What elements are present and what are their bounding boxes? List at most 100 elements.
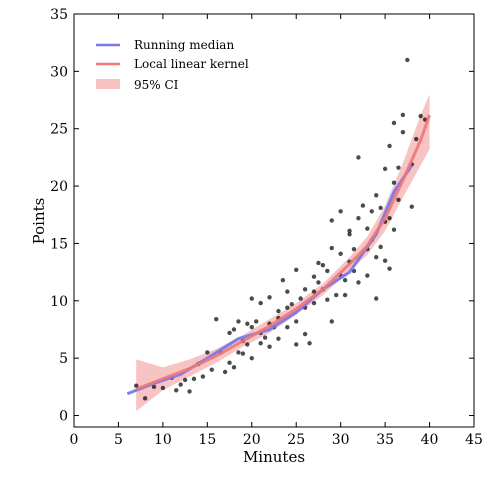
scatter-point (258, 341, 263, 346)
scatter-point (187, 389, 192, 394)
scatter-point (391, 227, 397, 232)
scatter-point (142, 396, 148, 401)
x-tick-label: 45 (465, 432, 483, 448)
scatter-point (209, 367, 214, 372)
scatter-point (134, 383, 139, 388)
scatter-point (320, 263, 326, 268)
scatter-point (329, 245, 334, 251)
scatter-point (294, 267, 299, 273)
x-tick-label: 25 (287, 432, 305, 448)
x-tick-label: 35 (376, 432, 394, 448)
plot-area (126, 57, 431, 411)
scatter-point (182, 377, 188, 383)
scatter-point (414, 136, 419, 142)
y-tick-label: 35 (50, 7, 68, 23)
scatter-point (391, 180, 397, 185)
kernel-fit-line (135, 114, 431, 391)
scatter-point (342, 277, 348, 283)
legend-label-kernel: Local linear kernel (134, 57, 249, 71)
scatter-point (356, 216, 361, 221)
axis-ticks: 0 5 10 15 20 25 30 35 40 45 0 5 10 15 20 25 30 35 (50, 7, 483, 448)
scatter-point (334, 292, 339, 298)
scatter-point (400, 129, 406, 135)
scatter-point (285, 324, 290, 330)
scatter-point (382, 258, 388, 263)
scatter-point (342, 292, 348, 298)
scatter-point (311, 274, 317, 279)
y-tick-label: 15 (50, 236, 68, 252)
y-tick-label: 30 (50, 64, 68, 80)
scatter-point (262, 335, 268, 340)
scatter-point (409, 204, 414, 209)
scatter-point (316, 280, 321, 285)
scatter-point (374, 193, 379, 198)
scatter-point (289, 302, 294, 307)
legend-swatch-ci (96, 79, 120, 89)
legend-label-ci: 95% CI (134, 78, 179, 92)
scatter-point (374, 255, 379, 260)
scatter-point (276, 308, 281, 314)
x-tick-label: 10 (154, 432, 172, 448)
x-tick-label: 15 (198, 432, 216, 448)
y-tick-label: 5 (59, 351, 68, 367)
scatter-point (191, 376, 197, 382)
scatter-point (307, 341, 312, 346)
scatter-point (240, 351, 246, 356)
scatter-point (214, 316, 219, 322)
scatter-point (418, 113, 423, 119)
scatter-point (298, 296, 303, 301)
y-tick-label: 20 (50, 179, 68, 195)
y-axis-title: Points (30, 198, 48, 245)
scatter-point (160, 385, 166, 391)
scatter-point (387, 266, 392, 271)
x-tick-label: 30 (332, 432, 350, 448)
scatter-point (387, 143, 392, 149)
scatter-point (400, 112, 406, 118)
scatter-point (227, 360, 232, 365)
scatter-point (325, 297, 330, 302)
scatter-point (302, 287, 308, 292)
scatter-point (325, 268, 330, 274)
scatter-point (338, 251, 343, 256)
scatter-point (285, 305, 290, 310)
scatter-point (254, 319, 259, 324)
scatter-point (285, 289, 290, 294)
scatter-point (231, 327, 237, 332)
x-axis-title: Minutes (243, 448, 305, 466)
scatter-point (311, 300, 317, 306)
scatter-point (316, 260, 321, 266)
scatter-point (222, 369, 228, 375)
scatter-point (302, 331, 308, 337)
x-tick-label: 5 (114, 432, 123, 448)
scatter-point (365, 226, 370, 231)
scatter-point (396, 165, 401, 170)
scatter-point (374, 296, 379, 301)
scatter-point (231, 365, 237, 370)
scatter-point (267, 344, 272, 349)
scatter-point (236, 319, 241, 324)
scatter-point (249, 324, 254, 330)
scatter-point (249, 296, 254, 301)
scatter-point (378, 244, 383, 250)
scatter-point (249, 355, 254, 361)
scatter-point (405, 57, 410, 63)
scatter-point (227, 330, 232, 336)
plot-background (74, 14, 474, 427)
scatter-point (369, 209, 374, 214)
scatter-point (311, 289, 317, 294)
scatter-point (294, 319, 299, 324)
scatter-point (178, 382, 183, 387)
plot-frame (73, 13, 475, 428)
y-tick-label: 0 (59, 409, 68, 425)
scatter-point (329, 319, 334, 324)
scatter-point (245, 321, 250, 326)
scatter-point (387, 216, 392, 221)
scatter-point (378, 205, 383, 211)
scatter-point (382, 166, 388, 172)
x-tick-label: 20 (243, 432, 261, 448)
scatter-point (391, 120, 397, 126)
scatter-point (151, 384, 157, 390)
scatter-point (347, 232, 352, 237)
legend: Running median Local linear kernel 95% C… (96, 38, 249, 92)
